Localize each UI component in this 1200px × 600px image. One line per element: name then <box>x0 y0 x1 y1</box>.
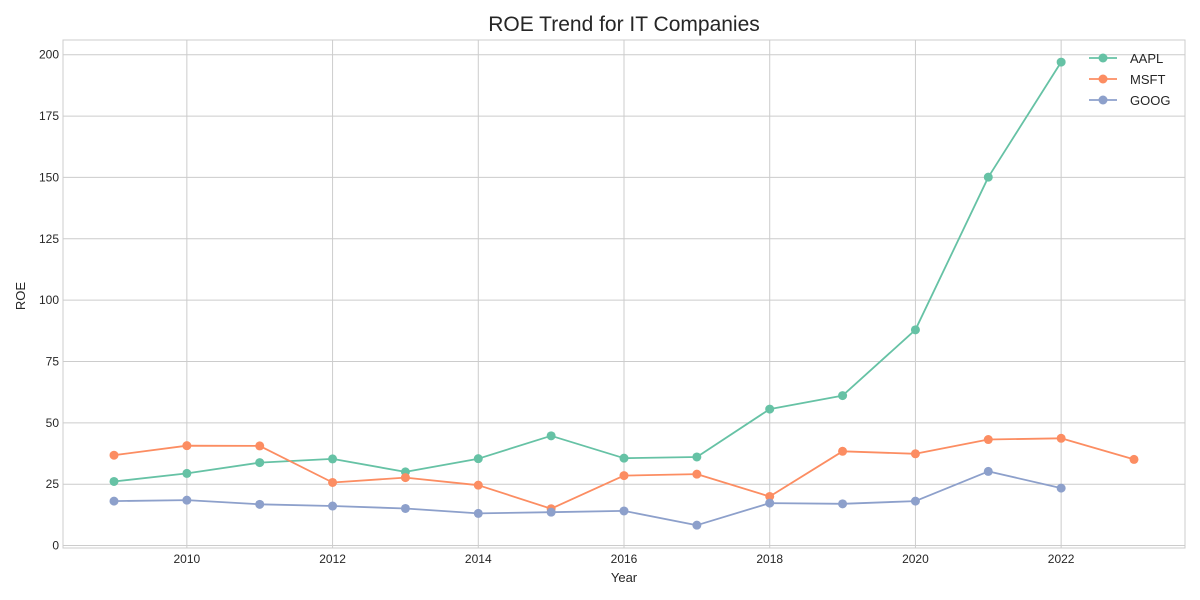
data-point-msft <box>983 435 993 445</box>
y-axis-ticks: 0 25 50 75 100 125 150 175 200 <box>39 48 59 553</box>
data-point-msft <box>400 473 410 483</box>
legend: AAPL MSFT GOOG <box>1089 51 1170 108</box>
chart-title: ROE Trend for IT Companies <box>488 13 760 36</box>
data-point-msft <box>1129 454 1139 464</box>
legend-label-msft: MSFT <box>1130 72 1165 87</box>
legend-marker-aapl <box>1098 53 1108 63</box>
x-tick-label: 2016 <box>611 552 638 566</box>
y-tick-label: 75 <box>46 354 60 368</box>
data-point-goog <box>546 507 556 517</box>
data-point-goog <box>255 499 265 509</box>
series-msft <box>109 433 1139 514</box>
series-line-aapl <box>113 61 1062 483</box>
data-point-aapl <box>473 454 483 464</box>
legend-marker-goog <box>1098 95 1108 105</box>
data-point-goog <box>910 496 920 506</box>
data-point-goog <box>619 506 629 516</box>
data-point-aapl <box>910 325 920 335</box>
data-point-aapl <box>328 454 338 464</box>
x-axis-ticks: 2010 2012 2014 2016 2018 2020 2022 <box>174 552 1075 566</box>
series-aapl <box>109 57 1066 486</box>
data-point-aapl <box>182 468 192 478</box>
data-point-goog <box>765 498 775 508</box>
data-point-aapl <box>109 476 119 486</box>
legend-item-msft: MSFT <box>1089 72 1165 87</box>
data-point-msft <box>255 441 265 451</box>
data-point-goog <box>109 496 119 506</box>
data-point-goog <box>400 503 410 513</box>
data-point-aapl <box>255 458 265 468</box>
x-tick-label: 2020 <box>902 552 929 566</box>
y-tick-label: 50 <box>46 416 60 430</box>
y-tick-label: 25 <box>46 477 60 491</box>
y-tick-label: 0 <box>52 539 59 553</box>
series-goog <box>109 466 1066 530</box>
data-point-msft <box>328 477 338 487</box>
data-point-aapl <box>546 431 556 441</box>
series-line-goog <box>113 470 1062 527</box>
data-point-msft <box>182 441 192 451</box>
data-point-msft <box>1056 433 1066 443</box>
data-point-msft <box>765 491 775 501</box>
x-axis-label: Year <box>611 570 638 585</box>
data-point-aapl <box>983 172 993 182</box>
data-point-msft <box>109 450 119 460</box>
plot-frame <box>62 39 1186 549</box>
y-tick-label: 125 <box>39 232 59 246</box>
data-point-goog <box>328 501 338 511</box>
grid <box>63 40 1185 548</box>
data-point-msft <box>692 469 702 479</box>
y-tick-label: 200 <box>39 48 59 62</box>
data-point-goog <box>692 520 702 530</box>
x-tick-label: 2012 <box>319 552 346 566</box>
data-point-msft <box>619 471 629 481</box>
data-point-goog <box>983 466 993 476</box>
y-tick-label: 100 <box>39 293 59 307</box>
y-axis-label: ROE <box>13 282 28 311</box>
x-tick-label: 2018 <box>756 552 783 566</box>
series-layer <box>109 57 1139 530</box>
x-tick-label: 2014 <box>465 552 492 566</box>
y-tick-label: 175 <box>39 109 59 123</box>
data-point-goog <box>838 499 848 509</box>
data-point-goog <box>182 495 192 505</box>
data-point-aapl <box>692 452 702 462</box>
data-point-goog <box>1056 483 1066 493</box>
x-tick-label: 2022 <box>1048 552 1075 566</box>
legend-marker-msft <box>1098 74 1108 84</box>
data-point-msft <box>910 449 920 459</box>
data-point-msft <box>838 446 848 456</box>
y-tick-label: 150 <box>39 170 59 184</box>
legend-item-aapl: AAPL <box>1089 51 1163 66</box>
x-tick-label: 2010 <box>174 552 201 566</box>
data-point-aapl <box>765 404 775 414</box>
data-point-goog <box>473 508 483 518</box>
legend-label-aapl: AAPL <box>1130 51 1163 66</box>
data-point-msft <box>473 480 483 490</box>
data-point-aapl <box>1056 57 1066 67</box>
data-point-aapl <box>838 391 848 401</box>
legend-item-goog: GOOG <box>1089 93 1170 108</box>
legend-label-goog: GOOG <box>1130 93 1170 108</box>
data-point-aapl <box>619 453 629 463</box>
